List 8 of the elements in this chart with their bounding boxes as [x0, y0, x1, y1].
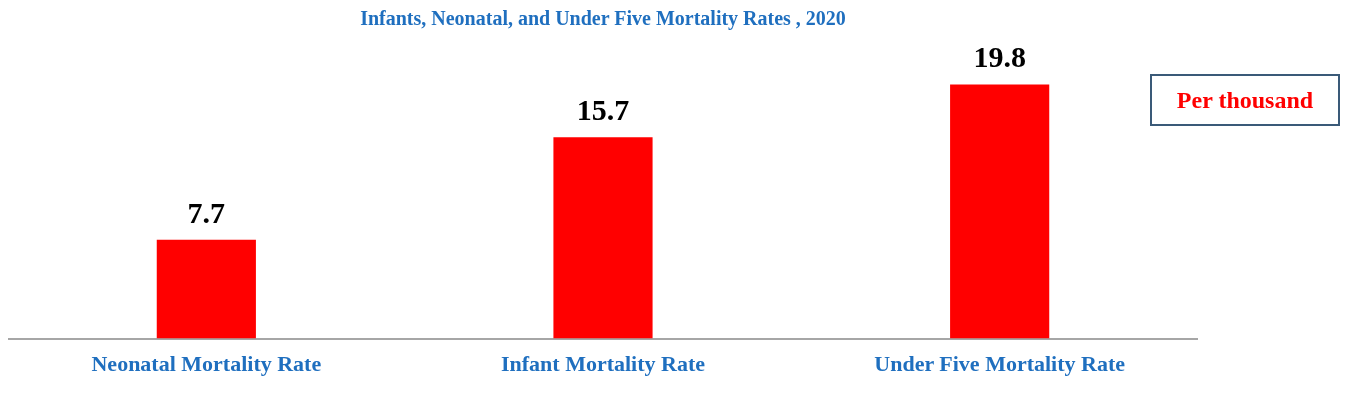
x-tick-label: Neonatal Mortality Rate: [91, 351, 322, 377]
annotation: Per thousand: [1150, 74, 1340, 126]
data-label: 19.8: [973, 40, 1026, 74]
chart-title: Infants, Neonatal, and Under Five Mortality Rates , 2020: [360, 7, 846, 31]
data-label: 7.7: [187, 195, 226, 229]
x-tick-label: Under Five Mortality Rate: [874, 351, 1126, 377]
x-tick-label: Infant Mortality Rate: [500, 351, 706, 377]
data-label: 15.7: [576, 92, 630, 126]
